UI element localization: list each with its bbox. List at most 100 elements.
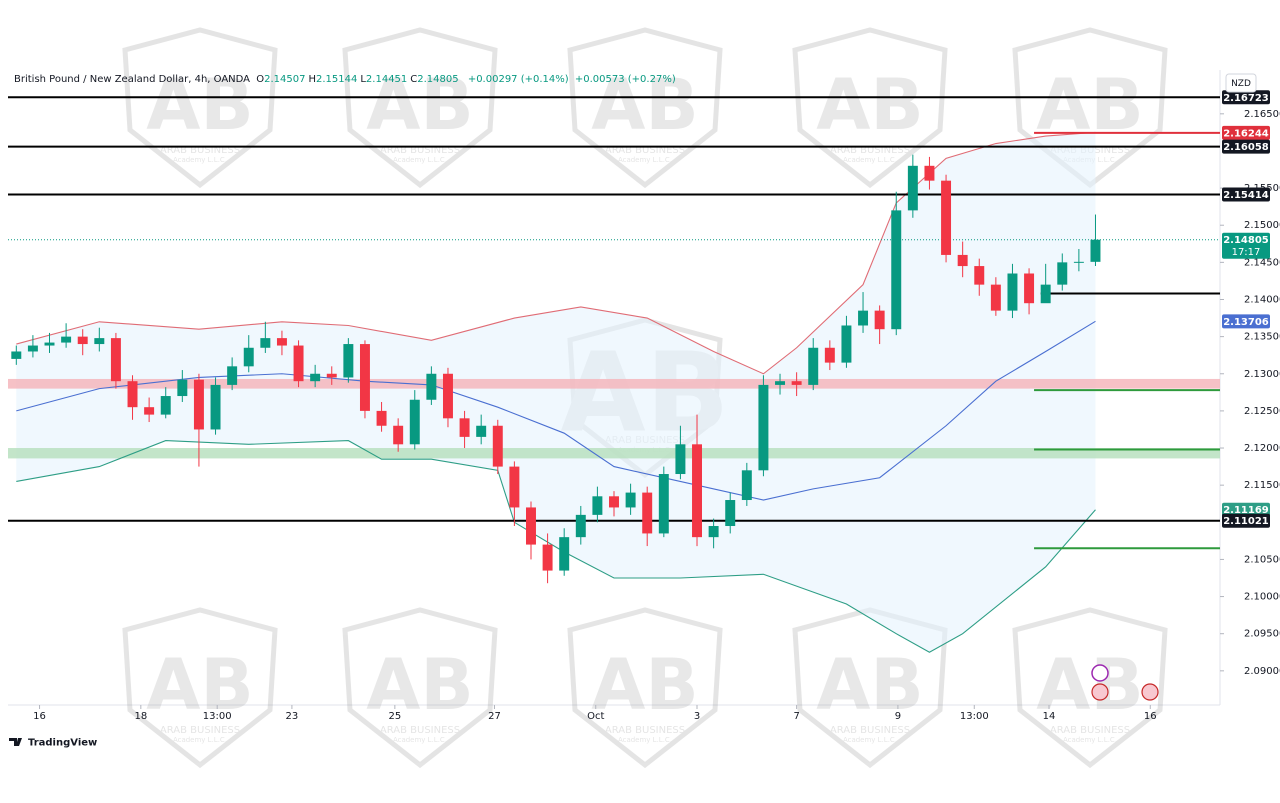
candle-body — [459, 418, 470, 437]
watermark-text: Academy L.L.C. — [393, 736, 447, 744]
countdown: 17:17 — [1232, 247, 1261, 258]
y-tick-label: 2.16500 — [1244, 109, 1280, 120]
x-tick-label: 13:00 — [960, 711, 989, 722]
candle-body — [542, 544, 553, 571]
price-label-box — [1222, 187, 1270, 202]
candle-body — [658, 474, 669, 534]
price-label: 2.11169 — [1223, 505, 1269, 516]
candle-body — [343, 344, 354, 378]
y-tick-label: 2.11500 — [1244, 480, 1280, 491]
x-tick-label: Oct — [587, 711, 604, 722]
candle-body — [210, 384, 221, 430]
ohlc: O2.14507 H2.15144 L2.14451 C2.14805 — [256, 74, 461, 85]
watermark-text: Academy L.L.C. — [393, 156, 447, 164]
y-tick-label: 2.09000 — [1244, 666, 1280, 677]
candle-body — [708, 526, 719, 538]
watermark-shield — [1012, 27, 1168, 189]
candle-body — [791, 381, 802, 385]
candle-body — [44, 342, 55, 346]
watermark-text: ARAB BUSINESS — [160, 725, 240, 736]
watermark-text: Academy L.L.C. — [843, 736, 897, 744]
x-tick-label: 16 — [33, 711, 46, 722]
watermark-shield — [1012, 607, 1168, 769]
watermark-shield — [342, 27, 498, 189]
candle-body — [127, 381, 138, 408]
watermark-mark: AB — [146, 644, 254, 726]
candle-body — [509, 466, 520, 508]
candle-body — [990, 284, 1001, 311]
x-tick-label: 9 — [895, 711, 901, 722]
x-tick-label: 3 — [694, 711, 700, 722]
candle-body — [974, 266, 985, 285]
zone — [8, 378, 1220, 389]
x-tick-label: 25 — [388, 711, 401, 722]
candle-body — [575, 514, 586, 538]
candle-body — [675, 444, 686, 475]
watermark-mark: AB — [366, 64, 474, 146]
candle-body — [692, 444, 702, 538]
band-line — [16, 131, 1096, 375]
last-price-label: 2.14805 — [1223, 235, 1269, 246]
price-label-box — [1222, 502, 1270, 517]
candle-body — [592, 496, 603, 515]
brand: TradingView — [28, 738, 97, 749]
candle-body — [526, 507, 536, 545]
band-fill — [16, 132, 1096, 653]
candle-body — [891, 210, 902, 330]
watermark-mark: AB — [591, 64, 699, 146]
watermark-text: ARAB BUSINESS — [380, 145, 460, 156]
candle-body — [775, 381, 786, 385]
currency-box — [1225, 73, 1257, 93]
watermark-text: ARAB BUSINESS — [380, 725, 460, 736]
candle-body — [177, 379, 188, 397]
watermark-shield — [567, 607, 723, 769]
candle-body — [11, 351, 22, 359]
x-tick-label: 7 — [793, 711, 799, 722]
watermark-text: ARAB BUSINESS — [605, 725, 685, 736]
band-line — [16, 320, 1096, 501]
candle-body — [824, 347, 835, 363]
candle-body — [27, 345, 38, 352]
candle-body — [243, 347, 254, 367]
watermark-text: Academy L.L.C. — [618, 156, 672, 164]
x-tick-label: 13:00 — [203, 711, 232, 722]
y-tick-label: 2.12000 — [1244, 443, 1280, 454]
candle-body — [758, 384, 769, 471]
watermark-text: Academy L.L.C. — [1063, 736, 1117, 744]
watermark-text: ARAB BUSINESS — [830, 145, 910, 156]
ohlc-key: H — [308, 74, 316, 85]
watermark-text: ARAB BUSINESS — [160, 145, 240, 156]
candle-body — [609, 496, 619, 508]
y-tick-label: 2.10000 — [1244, 592, 1280, 603]
price-label-box — [1222, 513, 1270, 528]
watermark-mark: AB — [591, 644, 699, 726]
candle-body — [808, 347, 819, 385]
candle-body — [359, 344, 370, 411]
ohlc-key: O — [256, 74, 265, 85]
price-label-box — [1222, 314, 1270, 329]
watermark-mark: AB — [816, 644, 924, 726]
candle-body — [227, 366, 238, 385]
candle-body — [1090, 239, 1101, 262]
event-icon — [1141, 683, 1159, 701]
candle-body — [1007, 273, 1018, 311]
watermark-text: ARAB BUSINESS — [1050, 725, 1130, 736]
event-icon — [1091, 683, 1109, 701]
symbol: British Pound / New Zealand Dollar, 4h, … — [14, 74, 251, 85]
candle-body — [1073, 261, 1084, 263]
watermark-shield — [792, 27, 948, 189]
chart-header: British Pound / New Zealand Dollar, 4h, … — [14, 74, 679, 85]
candle-body — [376, 410, 387, 426]
watermark-text: Academy L.L.C. — [173, 156, 227, 164]
watermark-shield — [567, 27, 723, 189]
currency: NZD — [1231, 79, 1251, 89]
y-tick-label: 2.09500 — [1244, 629, 1280, 640]
candle-body — [260, 338, 271, 348]
last-price-box — [1222, 232, 1270, 259]
